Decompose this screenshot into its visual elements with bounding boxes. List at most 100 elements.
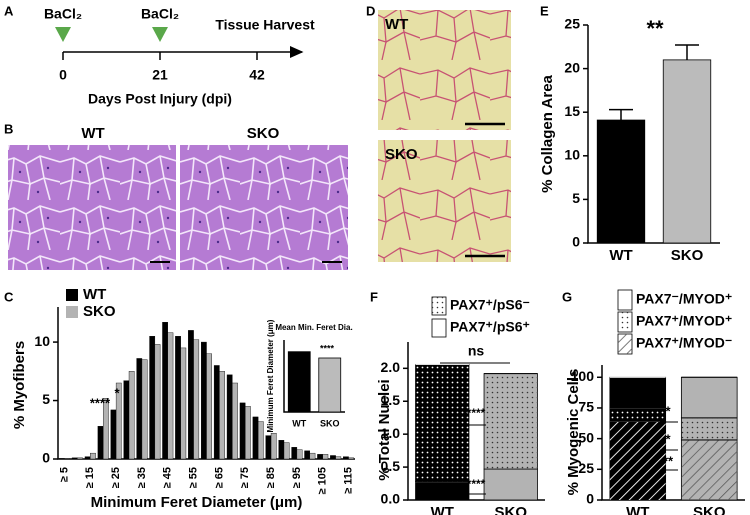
- y-tick-label: 0.5: [381, 458, 401, 474]
- bar-segment: [680, 376, 738, 419]
- x-tick-label: ≥ 75: [239, 467, 251, 488]
- bar: [136, 358, 143, 460]
- x-tick-label: SKO: [693, 504, 726, 515]
- x-tick-label: WT: [431, 504, 454, 515]
- x-tick-label: SKO: [671, 247, 704, 264]
- x-tick-label: ≥ 95: [291, 467, 303, 488]
- panel-label: G: [562, 289, 572, 304]
- legend-swatch-pattern: [618, 334, 632, 354]
- y-tick-label: 5: [42, 391, 50, 407]
- y-tick-label: 0: [572, 234, 580, 250]
- x-tick-label: ≥ 35: [136, 467, 148, 488]
- image-label: SKO: [385, 146, 418, 163]
- legend-label: WT: [83, 286, 106, 303]
- bar: [291, 447, 298, 460]
- bar: [71, 457, 78, 460]
- bar: [213, 365, 220, 460]
- bar: [128, 371, 135, 460]
- bar: [304, 450, 311, 460]
- panel-label: D: [366, 3, 375, 18]
- legend-label: PAX7⁺/pS6⁻: [450, 297, 530, 313]
- x-tick-label: ≥ 15: [84, 467, 96, 488]
- bar: [287, 351, 311, 413]
- y-tick-label: 2.0: [381, 359, 401, 375]
- bar: [296, 449, 303, 460]
- bar: [141, 359, 148, 460]
- bar: [188, 330, 194, 460]
- bar-segment-pattern: [681, 417, 738, 440]
- y-tick-label: 0: [42, 450, 50, 466]
- bar: [265, 435, 272, 460]
- significance-label: ****: [320, 343, 335, 353]
- bar: [102, 398, 109, 460]
- x-tick-label: ≥ 115: [342, 467, 354, 494]
- bar: [58, 458, 65, 460]
- bar: [283, 442, 290, 460]
- histology-image-sko: [180, 145, 348, 270]
- y-tick-label: 10: [564, 147, 580, 163]
- y-tick-label: 0: [586, 491, 594, 507]
- legend-label: PAX7⁺/MYOD⁺: [636, 313, 732, 329]
- timeline-event-label: Tissue Harvest: [215, 17, 315, 33]
- y-axis-label: % Myofibers: [11, 341, 28, 429]
- bar: [201, 341, 207, 460]
- bar: [348, 457, 355, 460]
- timeline-event-label: BaCl₂: [141, 6, 179, 22]
- significance-label: *: [114, 385, 120, 400]
- timeline-event-label: BaCl₂: [44, 6, 82, 22]
- bar: [115, 382, 122, 460]
- y-tick-label: 100: [571, 368, 595, 384]
- x-tick-label: WT: [292, 418, 306, 428]
- bar: [162, 322, 168, 460]
- bar: [175, 336, 181, 460]
- panel-label: A: [4, 3, 14, 18]
- bar-segment: [483, 468, 538, 501]
- legend-swatch-pattern: [432, 297, 446, 315]
- bar: [309, 452, 316, 460]
- bar: [252, 416, 259, 460]
- panel-label: E: [540, 3, 549, 18]
- significance-label: ns: [468, 343, 485, 359]
- x-tick-label: SKO: [320, 418, 340, 428]
- injury-marker: [55, 27, 71, 42]
- bar: [232, 382, 238, 460]
- bar: [149, 336, 156, 460]
- bar: [270, 433, 277, 460]
- x-tick-label: ≥ 25: [110, 467, 122, 488]
- bar: [110, 409, 117, 460]
- legend-swatch: [66, 306, 78, 318]
- x-axis-label: Minimum Feret Diameter (μm): [91, 494, 303, 511]
- bar: [317, 454, 323, 460]
- bar: [278, 440, 285, 460]
- y-tick-label: 25: [564, 16, 580, 32]
- bar-segment-pattern: [609, 407, 666, 422]
- image-label: WT: [385, 16, 408, 33]
- panel-label: C: [4, 289, 14, 304]
- legend-label: SKO: [83, 303, 116, 320]
- y-tick-label: 50: [578, 429, 594, 445]
- bar: [257, 421, 264, 460]
- significance-label: ****: [90, 395, 111, 410]
- bar: [335, 456, 342, 460]
- image-label: WT: [81, 125, 104, 142]
- bar: [64, 458, 70, 460]
- panel-label: B: [4, 121, 13, 136]
- injury-marker: [152, 27, 168, 42]
- bar: [90, 452, 96, 460]
- bar: [193, 339, 200, 460]
- legend-label: PAX7⁺/pS6⁺: [450, 319, 530, 335]
- y-tick-label: 15: [564, 103, 580, 119]
- y-tick-label: 10: [34, 333, 50, 349]
- y-tick-label: 25: [578, 460, 594, 476]
- legend-label: PAX7⁺/MYOD⁻: [636, 335, 732, 351]
- bar-segment: [415, 481, 470, 501]
- y-axis-label: Minimum Feret Diameter (μm): [266, 319, 275, 432]
- x-tick-label: WT: [626, 504, 649, 515]
- sirius-red-image-wt: [378, 10, 511, 130]
- bar: [180, 347, 187, 460]
- sirius-red-image-sko: [378, 140, 511, 262]
- bar: [219, 371, 225, 460]
- y-axis-label: % Collagen Area: [539, 74, 556, 192]
- bar: [226, 374, 233, 460]
- y-tick-label: 5: [572, 190, 580, 206]
